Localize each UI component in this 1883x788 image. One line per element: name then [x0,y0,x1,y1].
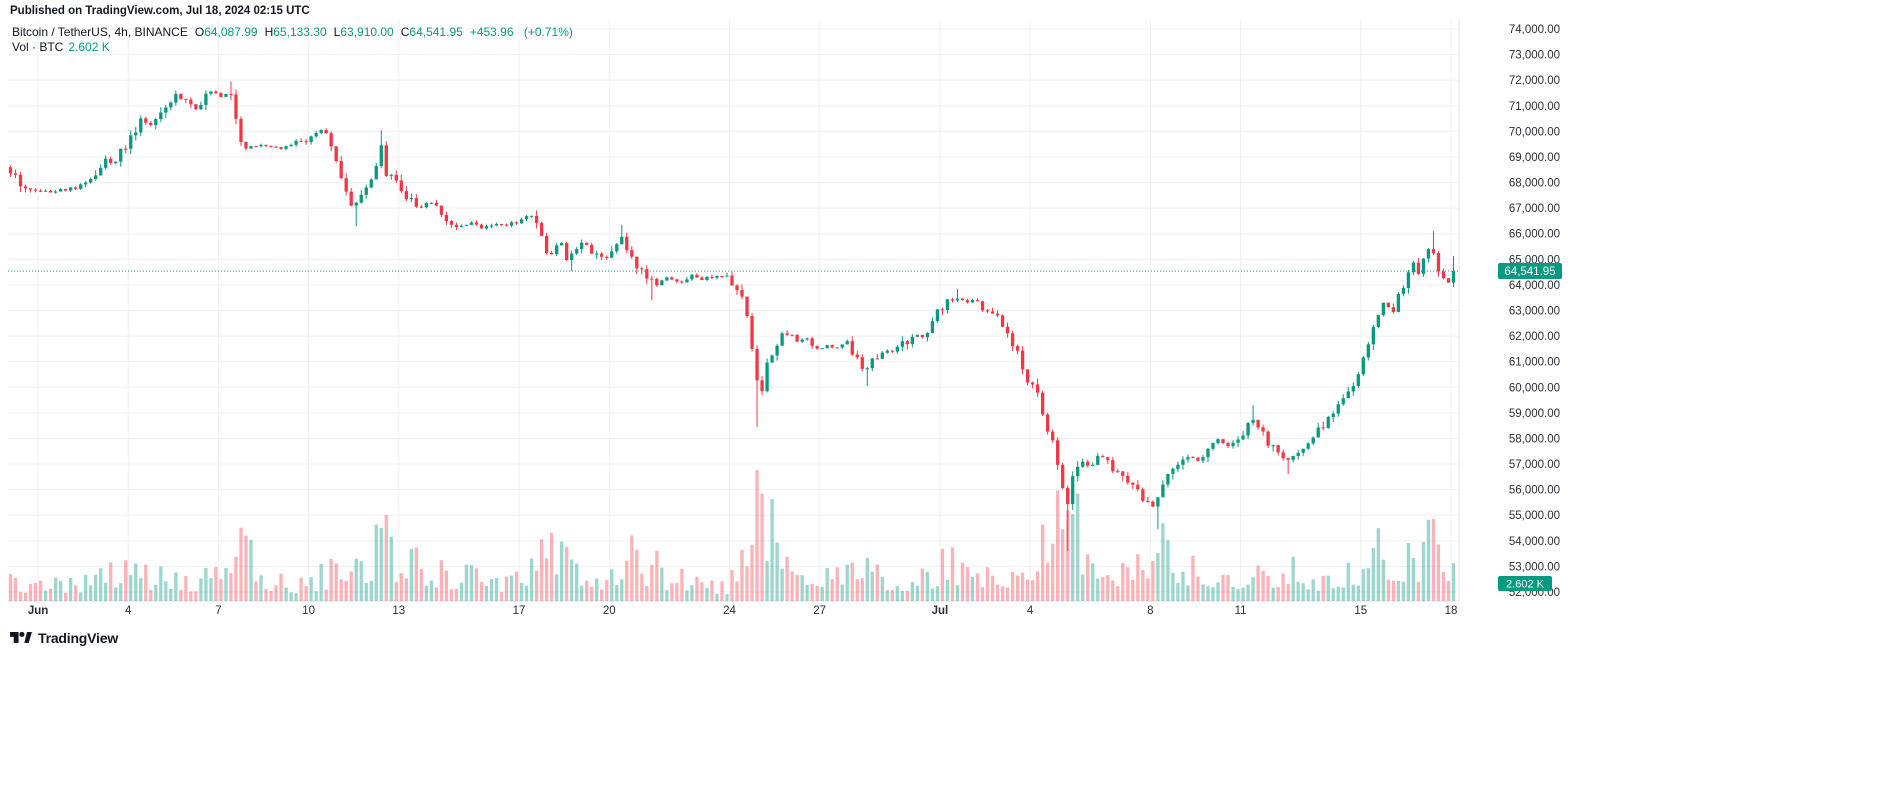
svg-text:11: 11 [1235,605,1247,617]
svg-text:15: 15 [1354,605,1367,617]
volume-bars [8,470,1456,601]
svg-text:60,000.00: 60,000.00 [1509,382,1560,394]
volume-row: Vol · BTC 2.602 K [12,40,573,55]
svg-text:18: 18 [1445,605,1458,617]
svg-text:72,000.00: 72,000.00 [1509,75,1560,87]
svg-text:54,000.00: 54,000.00 [1509,536,1560,548]
svg-text:67,000.00: 67,000.00 [1509,203,1560,215]
symbol-title: Bitcoin / TetherUS, 4h, BINANCE [12,25,188,39]
svg-text:7: 7 [215,605,221,617]
published-info: Published on TradingView.com, Jul 18, 20… [10,5,310,17]
symbol-ohlc-row: Bitcoin / TetherUS, 4h, BINANCE O64,087.9… [12,25,573,40]
svg-text:53,000.00: 53,000.00 [1509,561,1560,573]
svg-text:58,000.00: 58,000.00 [1509,433,1560,445]
chart-legend: Bitcoin / TetherUS, 4h, BINANCE O64,087.9… [12,25,573,55]
svg-text:57,000.00: 57,000.00 [1509,459,1560,471]
svg-text:66,000.00: 66,000.00 [1509,229,1560,241]
svg-text:71,000.00: 71,000.00 [1509,101,1560,113]
change-percent: (+0.71%) [523,25,573,39]
svg-text:8: 8 [1147,605,1153,617]
svg-text:Jun: Jun [28,605,48,617]
svg-text:59,000.00: 59,000.00 [1509,408,1560,420]
volume-label: Vol · BTC [12,40,64,54]
svg-text:4: 4 [1027,605,1034,617]
svg-text:73,000.00: 73,000.00 [1509,50,1560,62]
svg-text:74,000.00: 74,000.00 [1509,24,1560,36]
svg-text:2.602 K: 2.602 K [1506,579,1545,591]
svg-text:70,000.00: 70,000.00 [1509,126,1560,138]
svg-text:13: 13 [392,605,405,617]
svg-text:Jul: Jul [932,605,949,617]
tradingview-mark-icon [10,631,32,643]
tradingview-wordmark: TradingView [38,629,119,646]
svg-text:27: 27 [813,605,826,617]
svg-text:68,000.00: 68,000.00 [1509,178,1560,190]
ohlc-low-value: 63,910.00 [340,25,394,39]
ohlc-close-value: 64,541.95 [409,25,463,39]
svg-text:69,000.00: 69,000.00 [1509,152,1560,164]
svg-text:63,000.00: 63,000.00 [1509,306,1560,318]
tradingview-logo[interactable]: TradingView [10,629,118,646]
svg-text:55,000.00: 55,000.00 [1509,510,1560,522]
ohlc-open-value: 64,087.99 [204,25,258,39]
grid-lines [8,20,1460,602]
time-axis-labels: Jun 4 7 10 13 17 20 24 27 Jul 4 8 11 15 18 [28,605,1458,617]
candles [8,81,1456,552]
svg-text:17: 17 [513,605,526,617]
ohlc-close-label: C [400,25,410,39]
ohlc-high-value: 65,133.30 [273,25,327,39]
volume-value: 2.602 K [68,40,110,54]
last-volume-badge: 2.602 K [1498,576,1552,591]
svg-text:64,541.95: 64,541.95 [1504,266,1555,278]
price-axis-labels: 74,000.00 73,000.00 72,000.00 71,000.00 70,0… [1509,24,1560,599]
svg-text:61,000.00: 61,000.00 [1509,357,1560,369]
svg-text:4: 4 [125,605,132,617]
ohlc-high-label: H [264,25,274,39]
ohlc-open-label: O [194,25,205,39]
svg-text:24: 24 [723,605,736,617]
svg-text:20: 20 [603,605,616,617]
svg-text:62,000.00: 62,000.00 [1509,331,1560,343]
last-price-badge: 64,541.95 [1498,263,1562,280]
change-value: +453.96 [469,25,514,39]
svg-text:56,000.00: 56,000.00 [1509,485,1560,497]
svg-text:10: 10 [302,605,315,617]
ohlc-low-label: L [333,25,341,39]
svg-text:64,000.00: 64,000.00 [1509,280,1560,292]
